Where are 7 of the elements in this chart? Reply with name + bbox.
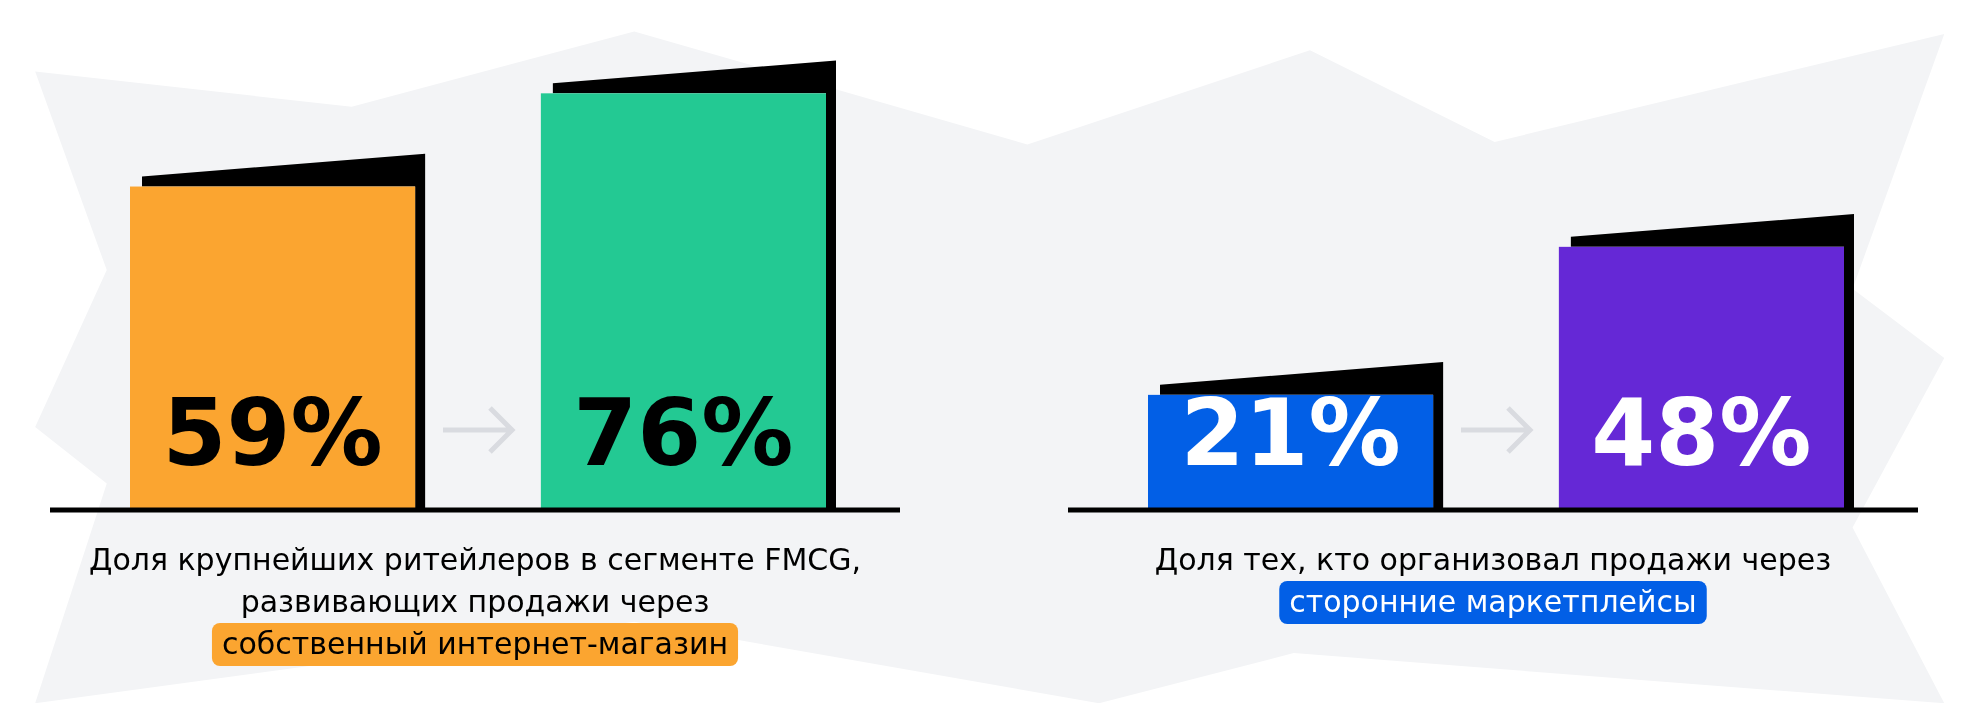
text: Доля тех, кто организовал продажи через	[1154, 542, 1832, 577]
text: собственный интернет-магазин	[221, 626, 729, 661]
text: сторонние маркетплейсы	[1289, 584, 1697, 619]
data-label: 48%	[1591, 380, 1812, 487]
data-label: 76%	[573, 380, 794, 487]
data-label: 21%	[1180, 380, 1401, 487]
data-label: 59%	[162, 380, 383, 487]
